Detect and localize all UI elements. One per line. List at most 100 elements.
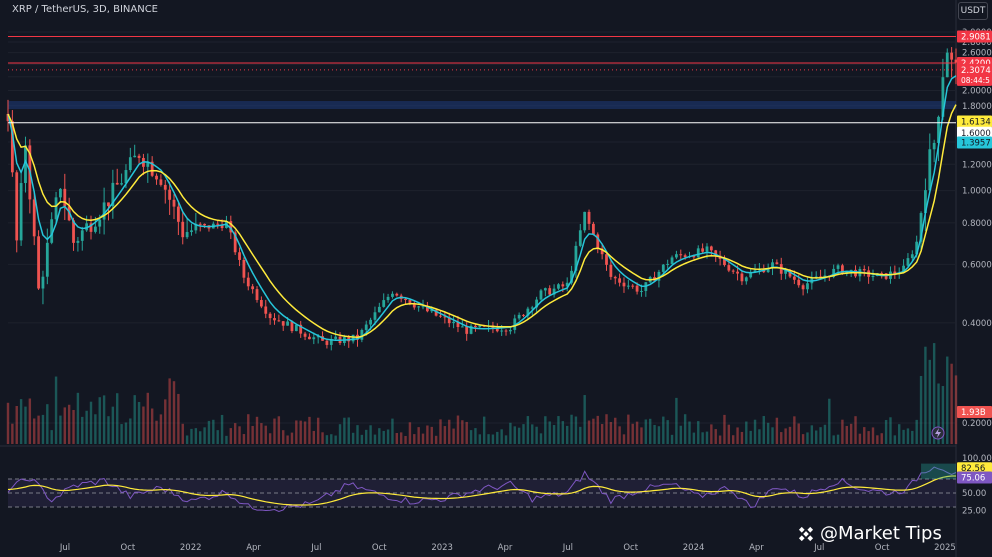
volume-bar [290,432,294,444]
candle-body [85,223,89,231]
candle-body [941,77,945,117]
volume-bar [635,421,639,444]
volume-bar [937,383,940,444]
candle-body [609,264,613,277]
candle-body [107,202,110,207]
candle-body [937,116,940,143]
volume-bar [740,431,744,444]
volume-bar [561,421,565,444]
volume-bar [876,435,879,444]
volume-bar [89,401,93,444]
volume-bar [884,419,888,444]
volume-bar [50,430,53,444]
price-tick-label: 0.4000 [962,319,992,329]
candle-body [753,270,757,273]
candle-body [50,219,54,243]
candle-body [460,326,464,328]
volume-bar [334,435,337,444]
volume-bar [142,406,145,444]
time-tick-label: Jul [310,543,321,553]
candle-body [382,300,386,307]
time-tick-label: Apr [749,543,764,553]
price-label-box [957,30,992,43]
volume-bar [618,426,621,444]
volume-bar [46,404,49,444]
volume-bar [33,418,36,444]
candle-body [635,285,639,292]
volume-bar [316,417,320,444]
currency-button[interactable]: USDT [958,2,988,20]
candle-body [841,265,844,274]
candle-body [395,293,399,296]
candle-body [836,265,840,269]
volume-bar [845,425,848,444]
time-tick-label: 2022 [180,543,202,553]
candle-body [714,250,718,256]
candle-body [910,254,914,259]
time-tick-label: Apr [246,543,261,553]
candle-body [45,242,49,277]
volume-bar [172,381,176,444]
volume-bar [15,405,18,444]
candle-body [954,59,958,63]
candle-body [334,336,338,339]
price-tick-label: 0.2000 [962,419,992,429]
volume-bar [609,422,613,444]
price-tick-label: 2.6000 [962,49,992,59]
candle-body [19,183,23,241]
volume-bar [59,415,62,444]
volume-bar [924,346,927,444]
volume-bar [836,434,840,444]
candle-body [190,230,193,233]
candle-body [797,279,801,286]
volume-bar [954,375,958,444]
volume-bar [522,424,525,444]
volume-bar [286,435,289,444]
candle-body [880,273,884,275]
volume-bar [535,426,538,444]
volume-bar [146,392,149,444]
candle-body [425,306,429,312]
candle-body [631,285,635,287]
volume-bar [81,416,84,444]
candle-body [111,182,115,207]
candle-body [268,313,272,319]
candle-body [76,240,80,243]
candle-body [316,336,320,338]
volume-bar [828,398,831,444]
volume-bar [902,429,905,444]
price-label-box [957,115,992,128]
volume-bar [697,421,700,444]
volume-bar [500,429,503,444]
candle-body [661,264,665,272]
candle-body [242,259,246,278]
volume-bar [72,409,75,444]
candle-body [386,296,390,301]
volume-bar [194,428,198,444]
candle-body [508,329,512,332]
volume-bar [41,414,45,444]
volume-bar [648,418,652,444]
candle-body [37,236,40,289]
volume-bar [386,429,390,444]
volume-bar [225,435,228,444]
candle-body [41,276,45,289]
candle-body [417,306,421,308]
candle-body [565,282,569,287]
candle-body [788,270,792,277]
volume-bar [229,428,233,444]
candle-body [447,317,451,324]
candle-body [155,175,158,180]
candle-body [605,254,608,265]
rsi-tick-label: 25.00 [962,507,986,517]
volume-bar [11,423,14,444]
volume-bar [915,419,918,444]
volume-bar [150,408,154,444]
support-zone [8,101,956,109]
candle-body [137,155,141,158]
volume-bar [793,416,796,444]
candle-body [766,268,770,273]
volume-bar [631,423,634,444]
candle-body [530,307,534,309]
